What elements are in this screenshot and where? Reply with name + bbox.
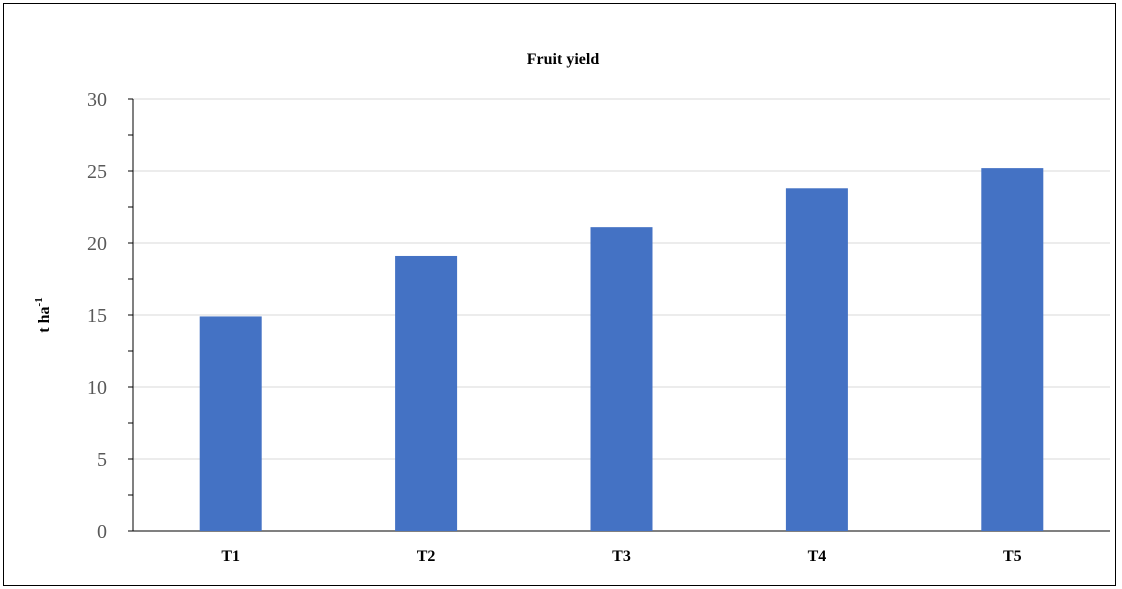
bars <box>199 168 1044 531</box>
x-tick-label: T2 <box>417 548 436 565</box>
bar-t4 <box>785 188 848 531</box>
bar-t1 <box>199 316 262 531</box>
chart-frame <box>3 3 1116 586</box>
bar-t5 <box>981 168 1044 531</box>
y-tick-label: 25 <box>87 161 107 183</box>
gridlines <box>133 98 1110 460</box>
y-tick-label: 0 <box>97 521 107 543</box>
y-tick-label: 15 <box>87 305 107 327</box>
x-tick-label: T3 <box>612 548 631 565</box>
x-tick-label: T1 <box>221 548 240 565</box>
y-tick-label: 10 <box>87 377 107 399</box>
y-axis-label: t ha-1 <box>33 297 53 332</box>
chart-title: Fruit yield <box>527 51 600 68</box>
y-tick-label: 5 <box>97 449 107 471</box>
y-tick-labels: 0 5 10 15 20 25 30 <box>87 89 107 543</box>
y-axis-label-text: t ha <box>36 306 53 332</box>
y-axis-label-superscript: -1 <box>33 297 45 306</box>
y-tick-label: 20 <box>87 233 107 255</box>
bar-t3 <box>590 227 653 531</box>
x-tick-label: T4 <box>808 548 827 565</box>
y-tick-label: 30 <box>87 89 107 111</box>
x-tick-label: T5 <box>1003 548 1022 565</box>
x-tick-labels: T1 T2 T3 T4 T5 <box>221 548 1021 565</box>
bar-t2 <box>395 255 458 531</box>
